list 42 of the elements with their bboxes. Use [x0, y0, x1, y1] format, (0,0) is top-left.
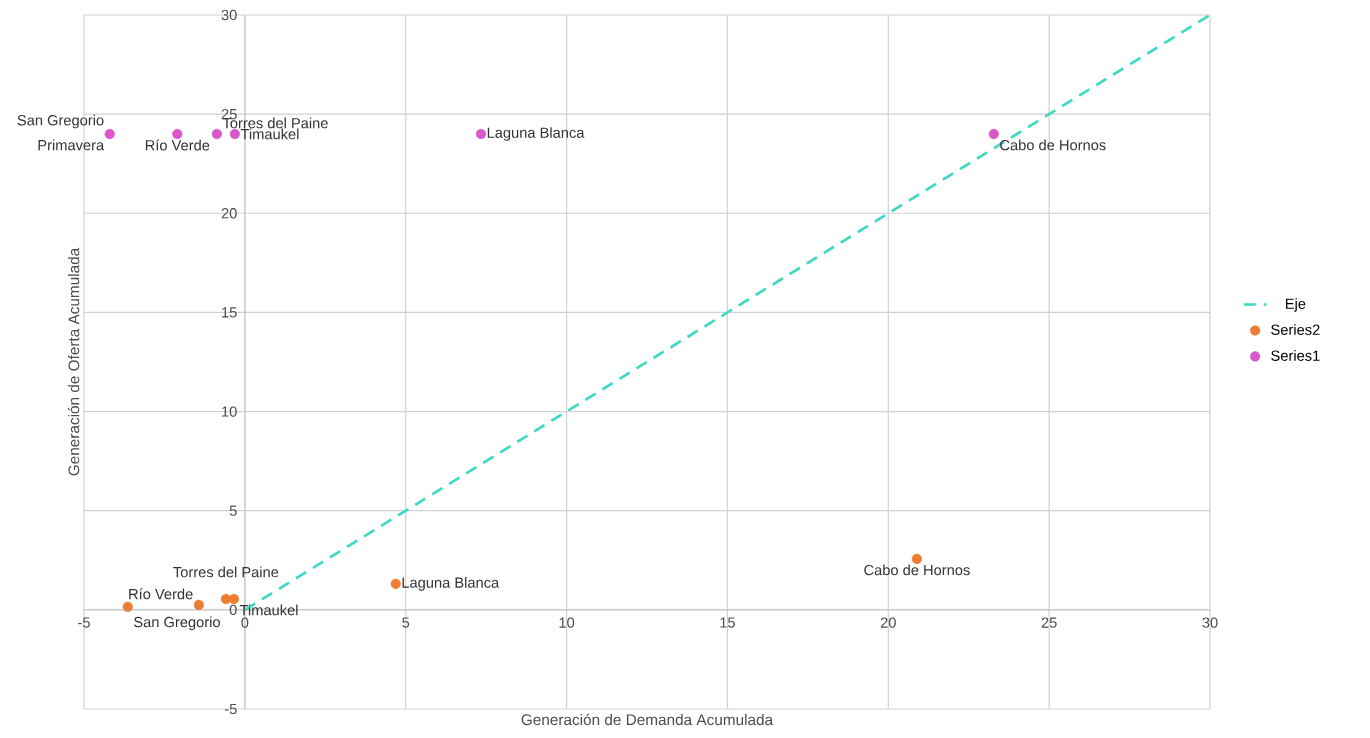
- point: [172, 128, 183, 140]
- annotation: San Gregorio: [134, 616, 220, 631]
- point: [475, 128, 487, 140]
- annotation: Río Verde: [129, 588, 193, 600]
- y-tick-label: 10: [222, 406, 237, 417]
- x-axis-title: Generación de Demanda Acumulada: [521, 713, 774, 726]
- annotation: Cabo de Hornos: [864, 564, 970, 576]
- y-tick-label: 0: [229, 604, 237, 616]
- point: [988, 128, 999, 140]
- point: [390, 578, 401, 589]
- x-tick-label: 30: [1202, 617, 1218, 628]
- point: [211, 128, 222, 140]
- annotation: Torres del Paine: [173, 566, 279, 578]
- point: [229, 128, 240, 140]
- x-tick-label: 10: [559, 617, 575, 628]
- x-tick-label: 25: [1041, 617, 1057, 628]
- annotation: Río Verde: [145, 139, 210, 151]
- annotation: San Gregorio: [17, 114, 104, 129]
- point: [911, 553, 922, 564]
- annotation: Laguna Blanca: [402, 577, 500, 591]
- point: [193, 599, 204, 610]
- x-tick-label: 15: [720, 617, 735, 628]
- legend-label: Eje: [1285, 298, 1306, 312]
- legend-label: Series2: [1271, 324, 1320, 335]
- annotation: Timaukel: [240, 128, 299, 140]
- legend-label: Series1: [1271, 350, 1320, 361]
- y-tick-label: 5: [229, 505, 237, 516]
- annotation: Timaukel: [239, 604, 298, 616]
- x-tick-label: 0: [241, 617, 249, 628]
- y-axis-title: Generación de Oferta Acumulada: [67, 247, 80, 476]
- y-tick-label: -5: [224, 703, 237, 715]
- annotation: Cabo de Hornos: [1000, 139, 1106, 151]
- y-tick-label: 30: [221, 9, 237, 21]
- point: [122, 601, 133, 612]
- point: [104, 128, 115, 140]
- y-tick-label: 15: [222, 307, 237, 318]
- x-tick-label: 20: [880, 617, 896, 628]
- y-tick-label: 20: [221, 208, 237, 219]
- x-tick-label: 5: [402, 617, 410, 628]
- x-tick-label: -5: [78, 617, 90, 628]
- annotation: Primavera: [38, 139, 105, 151]
- annotation: Laguna Blanca: [487, 127, 585, 141]
